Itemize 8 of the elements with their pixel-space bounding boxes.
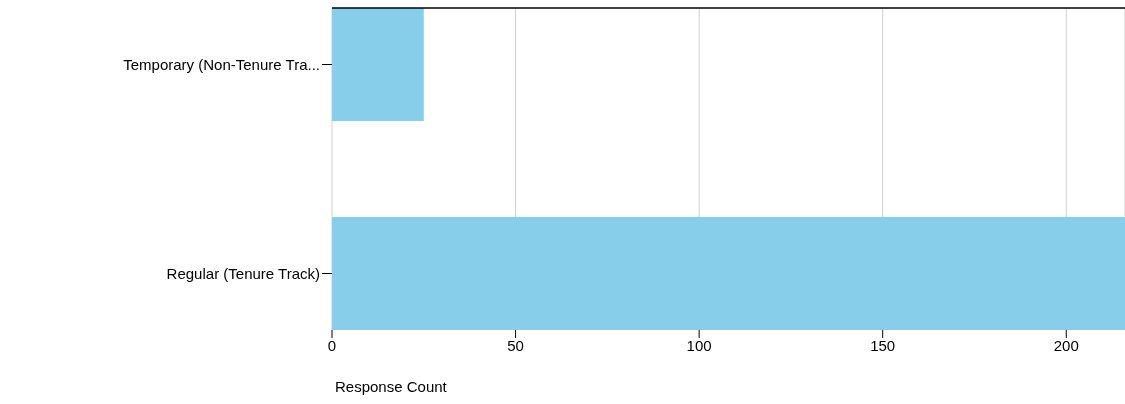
y-tick-label: Temporary (Non-Tenure Tra... [123, 55, 320, 73]
y-tick-label: Regular (Tenure Track) [166, 264, 320, 282]
x-axis-title: Response Count [335, 378, 448, 395]
x-tick-label: 200 [1053, 336, 1079, 354]
x-tick-label: 50 [507, 336, 524, 354]
x-tick-label: 0 [327, 336, 337, 354]
x-tick-label: 100 [686, 336, 712, 354]
x-tick-label: 150 [870, 336, 896, 354]
